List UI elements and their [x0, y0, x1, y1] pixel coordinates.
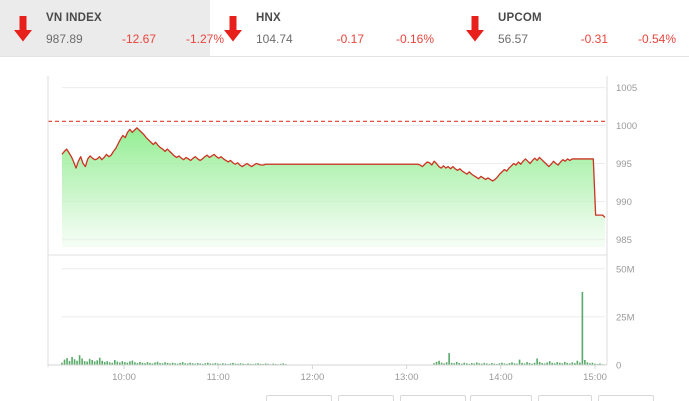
- svg-text:10:00: 10:00: [112, 372, 136, 383]
- svg-text:995: 995: [616, 159, 632, 170]
- tab-stub[interactable]: [538, 395, 592, 401]
- volume-gridlines: [62, 268, 605, 366]
- index-price: 987.89: [46, 32, 83, 46]
- index-name: VN INDEX: [46, 12, 102, 24]
- arrow-down-icon: [6, 15, 40, 42]
- svg-text:14:00: 14:00: [489, 372, 513, 383]
- index-change: -12.67: [121, 32, 156, 46]
- index-intraday-chart[interactable]: 1005 1000 995 990 985 50M 25M 0 10:00 11:00 12:0…: [0, 62, 689, 401]
- tab-stub[interactable]: [266, 395, 332, 401]
- svg-text:25M: 25M: [616, 312, 635, 323]
- header-divider: [0, 56, 689, 57]
- svg-text:0: 0: [616, 361, 621, 372]
- bottom-tab-strip[interactable]: [0, 395, 689, 401]
- svg-text:12:00: 12:00: [301, 372, 325, 383]
- volume-bars: [61, 291, 606, 366]
- volume-y-axis-labels: 50M 25M 0: [616, 264, 635, 371]
- svg-text:11:00: 11:00: [207, 372, 230, 383]
- tab-stub[interactable]: [598, 395, 654, 401]
- index-card-upcom[interactable]: UPCOM 56.57 -0.31 -0.54%: [452, 0, 689, 57]
- index-card-vn-index[interactable]: VN INDEX 987.89 -12.67 -1.27%: [0, 0, 224, 57]
- index-price: 56.57: [498, 32, 529, 46]
- chart-area[interactable]: 1005 1000 995 990 985 50M 25M 0 10:00 11:00 12:0…: [0, 62, 689, 401]
- svg-text:1000: 1000: [616, 121, 637, 132]
- index-price: 104.74: [256, 32, 293, 46]
- index-card-hnx[interactable]: HNX 104.74 -0.17 -0.16%: [210, 0, 452, 57]
- chart-frames: [47, 76, 608, 367]
- index-change: -0.17: [336, 32, 364, 46]
- index-name: UPCOM: [498, 12, 542, 24]
- index-summary-bar: VN INDEX 987.89 -12.67 -1.27% HNX 104.74…: [0, 0, 689, 57]
- price-y-axis-labels: 1005 1000 995 990 985: [616, 83, 637, 246]
- price-line: [61, 127, 606, 218]
- tab-stub[interactable]: [470, 395, 532, 401]
- x-axis-labels: 10:00 11:00 12:00 13:00 14:00 15:00: [112, 365, 607, 383]
- svg-text:13:00: 13:00: [395, 372, 419, 383]
- svg-text:985: 985: [616, 235, 632, 246]
- arrow-down-icon: [458, 15, 492, 42]
- index-percent: -1.27%: [185, 32, 224, 46]
- arrow-down-icon: [216, 15, 250, 42]
- price-area-fill: [62, 127, 605, 247]
- index-name: HNX: [256, 12, 281, 24]
- index-percent: -0.54%: [637, 32, 676, 46]
- index-percent: -0.16%: [395, 32, 434, 46]
- tab-stub[interactable]: [400, 395, 466, 401]
- svg-text:990: 990: [616, 197, 632, 208]
- svg-text:1005: 1005: [616, 83, 637, 94]
- index-change: -0.31: [580, 32, 608, 46]
- svg-text:15:00: 15:00: [583, 372, 607, 383]
- tab-stub[interactable]: [338, 395, 394, 401]
- svg-text:50M: 50M: [616, 264, 635, 275]
